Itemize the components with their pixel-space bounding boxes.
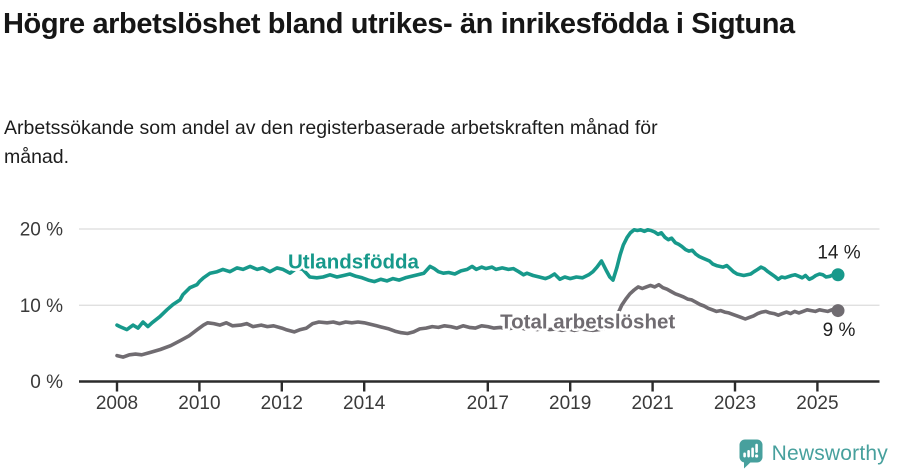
x-axis-tick-label: 2019 [549, 393, 591, 414]
series-label-utlandsfodda: Utlandsfödda [288, 250, 420, 273]
y-axis-tick-label: 0 % [30, 372, 63, 393]
chart-title: Högre arbetslöshet bland utrikes- än inr… [3, 8, 795, 40]
chart-subtitle: Arbetssökande som andel av den registerb… [4, 117, 658, 168]
series-line-total-arbetsloshet [115, 282, 840, 359]
series-end-dot-utlandsfodda [831, 268, 845, 282]
series-end-value-label-total-arbetsloshet: 9 % [823, 320, 856, 341]
y-axis-tick-label: 10 % [20, 296, 63, 317]
series-label-total-arbetsloshet: Total arbetslöshet [500, 311, 675, 334]
newsworthy-logo: Newsworthy [739, 439, 888, 469]
x-axis-tick-label: 2017 [467, 393, 509, 414]
x-axis-tick-label: 2012 [261, 393, 303, 414]
series-line-utlandsfodda [115, 228, 840, 332]
series-end-value-label-utlandsfodda: 14 % [817, 242, 860, 263]
x-axis-tick-label: 2025 [796, 393, 838, 414]
x-axis-tick-label: 2021 [631, 393, 673, 414]
x-axis-tick-label: 2023 [714, 393, 756, 414]
x-axis-tick-label: 2010 [178, 393, 220, 414]
y-axis-tick-label: 20 % [20, 220, 63, 241]
x-axis-tick-label: 2014 [343, 393, 386, 414]
newsworthy-brand-text: Newsworthy [771, 442, 888, 465]
newsworthy-bars-exclamation-icon [739, 439, 763, 469]
x-axis-tick-label: 2008 [96, 393, 138, 414]
series-end-dot-total-arbetsloshet [831, 304, 845, 318]
